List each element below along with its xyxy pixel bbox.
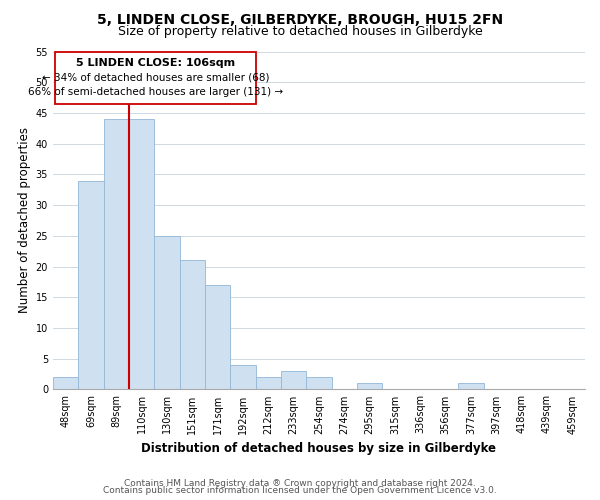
Text: 66% of semi-detached houses are larger (131) →: 66% of semi-detached houses are larger (…: [28, 87, 283, 97]
Bar: [256, 377, 281, 390]
Bar: [306, 377, 332, 390]
Bar: [458, 384, 484, 390]
Bar: [230, 365, 256, 390]
Bar: [78, 180, 104, 390]
Bar: [281, 371, 306, 390]
X-axis label: Distribution of detached houses by size in Gilberdyke: Distribution of detached houses by size …: [142, 442, 496, 455]
Bar: [104, 119, 129, 390]
Bar: [357, 384, 382, 390]
Text: ← 34% of detached houses are smaller (68): ← 34% of detached houses are smaller (68…: [42, 72, 269, 83]
Bar: [179, 260, 205, 390]
Bar: [53, 377, 78, 390]
Text: Contains HM Land Registry data ® Crown copyright and database right 2024.: Contains HM Land Registry data ® Crown c…: [124, 478, 476, 488]
Text: Contains public sector information licensed under the Open Government Licence v3: Contains public sector information licen…: [103, 486, 497, 495]
Y-axis label: Number of detached properties: Number of detached properties: [19, 128, 31, 314]
Bar: [205, 285, 230, 390]
FancyBboxPatch shape: [55, 52, 256, 104]
Text: 5, LINDEN CLOSE, GILBERDYKE, BROUGH, HU15 2FN: 5, LINDEN CLOSE, GILBERDYKE, BROUGH, HU1…: [97, 12, 503, 26]
Bar: [154, 236, 179, 390]
Bar: [129, 119, 154, 390]
Text: 5 LINDEN CLOSE: 106sqm: 5 LINDEN CLOSE: 106sqm: [76, 58, 235, 68]
Text: Size of property relative to detached houses in Gilberdyke: Size of property relative to detached ho…: [118, 25, 482, 38]
